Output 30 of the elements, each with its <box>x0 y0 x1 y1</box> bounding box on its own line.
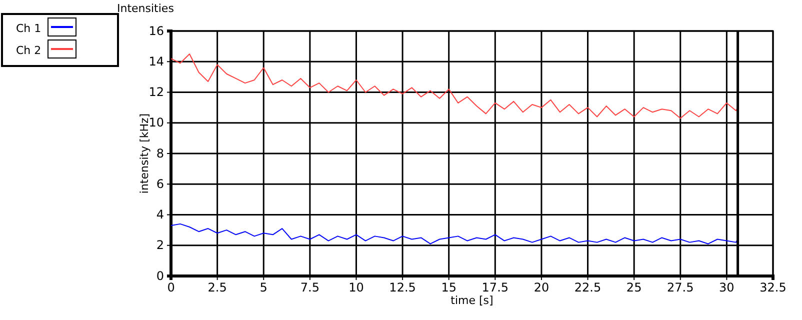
x-tick-label: 12.5 <box>389 280 416 295</box>
y-tick-label: 0 <box>156 268 164 283</box>
y-tick-label: 6 <box>156 176 164 191</box>
legend-label: Ch 1 <box>16 22 42 35</box>
y-tick-label: 10 <box>148 116 164 130</box>
chart-title: Intensities <box>117 2 174 15</box>
x-tick-label: 7.5 <box>300 280 320 295</box>
x-tick-label: 25 <box>626 280 642 295</box>
x-tick-label: 2.5 <box>208 280 227 295</box>
y-tick-label: 16 <box>148 24 164 38</box>
x-tick-label: 5 <box>260 280 268 295</box>
line-series <box>170 223 738 244</box>
y-tick-label: 8 <box>156 146 164 160</box>
x-tick-label: 20 <box>534 280 550 295</box>
legend-label: Ch 2 <box>16 44 42 57</box>
x-tick-label: 17.5 <box>482 280 509 295</box>
x-tick-label: 32.5 <box>760 280 786 295</box>
x-tick-label: 27.5 <box>667 280 694 295</box>
y-tick-label: 4 <box>156 208 164 222</box>
y-axis-title: intensity [kHz] <box>138 113 151 194</box>
y-tick-label: 2 <box>156 238 164 252</box>
y-tick-label: 14 <box>148 54 164 68</box>
x-tick-label: 10 <box>348 280 364 295</box>
x-tick-label: 30 <box>719 280 734 295</box>
y-tick-label: 12 <box>148 85 164 100</box>
x-tick-label: 22.5 <box>574 280 602 295</box>
x-tick-label: 0 <box>167 280 175 295</box>
x-tick-label: 15 <box>441 280 456 295</box>
line-series <box>170 53 738 119</box>
x-axis-title: time [s] <box>450 294 494 307</box>
